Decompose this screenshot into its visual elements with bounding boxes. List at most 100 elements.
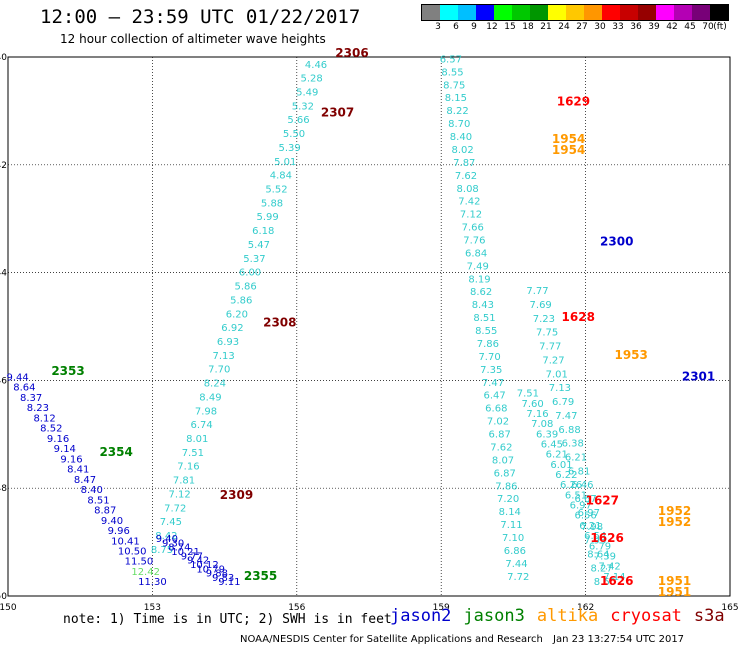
colorbar-tick-label: 42 bbox=[666, 22, 678, 32]
wave-height-value: 7.98 bbox=[581, 522, 603, 533]
wave-height-value: 7.20 bbox=[497, 494, 519, 505]
wave-height-value: 7.08 bbox=[531, 419, 553, 430]
colorbar-swatch bbox=[476, 5, 494, 20]
colorbar-swatch bbox=[548, 5, 566, 20]
wave-height-value: 8.51 bbox=[473, 313, 495, 324]
colorbar-swatch bbox=[584, 5, 602, 20]
wave-height-value: 6.79 bbox=[589, 541, 611, 552]
colorbar-swatch bbox=[566, 5, 584, 20]
wave-height-value: 6.56 bbox=[574, 511, 596, 522]
colorbar-tick-label: 18 bbox=[522, 22, 534, 32]
colorbar-swatch bbox=[692, 5, 710, 20]
wave-height-value: 7.16 bbox=[177, 462, 199, 473]
colorbar-tick-label: 45 bbox=[684, 22, 696, 32]
wave-height-value: 6.22 bbox=[555, 470, 577, 481]
wave-height-value: 8.24 bbox=[204, 379, 226, 390]
wave-height-value: 7.47 bbox=[482, 378, 504, 389]
wave-height-value: 6.86 bbox=[504, 546, 526, 557]
wave-height-value: 9.88 bbox=[206, 569, 228, 580]
legend-entry-jason3: jason3 bbox=[463, 606, 525, 626]
wave-height-value: 6.21 bbox=[579, 521, 601, 532]
satellite-legend: jason2 jason3 altika cryosat s3a bbox=[390, 606, 737, 626]
colorbar-swatch bbox=[656, 5, 674, 20]
wave-height-value: 6.68 bbox=[485, 404, 507, 415]
legend-entry-cryosat: cryosat bbox=[610, 606, 682, 626]
wave-height-value: 5.50 bbox=[283, 129, 305, 140]
colorbar-swatch bbox=[674, 5, 692, 20]
wave-height-value: 7.60 bbox=[522, 399, 544, 410]
wave-height-value: 7.13 bbox=[213, 351, 235, 362]
colorbar-tick-label: 70 bbox=[702, 22, 714, 32]
wave-height-value: 6.47 bbox=[483, 391, 505, 402]
wave-height-value: 8.64 bbox=[13, 383, 35, 394]
colorbar-swatch bbox=[494, 5, 512, 20]
colorbar-swatch bbox=[422, 5, 440, 20]
wave-height-value: 7.93 bbox=[584, 536, 606, 547]
wave-height-value: 7.86 bbox=[477, 339, 499, 350]
wave-height-value: 8.40 bbox=[450, 132, 472, 143]
wave-height-value: 5.86 bbox=[230, 295, 252, 306]
footnote: note: 1) Time is in UTC; 2) SWH is in fe… bbox=[63, 612, 392, 627]
wave-height-value: 4.84 bbox=[270, 171, 292, 182]
wave-height-value: 8.42 bbox=[155, 531, 177, 542]
colorbar-swatch bbox=[620, 5, 638, 20]
wave-height-value: 7.62 bbox=[490, 442, 512, 453]
pass-number-label: 1626 bbox=[590, 531, 623, 545]
colorbar-swatch bbox=[602, 5, 620, 20]
wave-height-value: 6.84 bbox=[465, 248, 487, 259]
colorbar-tick-label: 9 bbox=[471, 22, 477, 32]
colorbar-swatch bbox=[512, 5, 530, 20]
wave-height-value: 8.49 bbox=[199, 392, 221, 403]
wave-height-value: 8.55 bbox=[475, 326, 497, 337]
pass-number-label: 2301 bbox=[682, 369, 715, 383]
pass-number-label: 2309 bbox=[220, 488, 253, 502]
wave-height-value: 8.51 bbox=[87, 495, 109, 506]
wave-height-colorbar bbox=[421, 4, 729, 21]
colorbar-swatch bbox=[440, 5, 458, 20]
colorbar-tick-label: (ft) bbox=[713, 22, 727, 32]
wave-height-value: 9.83 bbox=[212, 573, 234, 584]
legend-entry-altika: altika bbox=[536, 606, 599, 626]
wave-height-value: 5.32 bbox=[292, 101, 314, 112]
pass-number-label: 2354 bbox=[99, 445, 132, 459]
wave-height-value: 8.37 bbox=[20, 393, 42, 404]
wave-height-value: 5.99 bbox=[257, 212, 279, 223]
pass-number-label: 1954 bbox=[552, 132, 585, 146]
wave-height-value: 5.28 bbox=[301, 74, 323, 85]
colorbar-tick-label: 15 bbox=[504, 22, 516, 32]
wave-height-value: 7.77 bbox=[539, 342, 561, 353]
latitude-tick-label: -46 bbox=[0, 376, 7, 386]
wave-height-value: 6.97 bbox=[578, 508, 600, 519]
latitude-tick-label: -42 bbox=[0, 161, 7, 171]
wave-height-value: 8.01 bbox=[186, 434, 208, 445]
wave-height-value: 9.77 bbox=[181, 551, 203, 562]
wave-height-value: 6.39 bbox=[536, 429, 558, 440]
wave-height-value: 7.70 bbox=[478, 352, 500, 363]
wave-height-value: 8.15 bbox=[445, 93, 467, 104]
wave-height-value: 8.08 bbox=[457, 184, 479, 195]
wave-height-value: 5.49 bbox=[296, 88, 318, 99]
wave-height-value: 8.75 bbox=[443, 80, 465, 91]
wave-height-value: 8.27 bbox=[591, 563, 613, 574]
pass-number-label: 2300 bbox=[600, 235, 633, 249]
colorbar-swatch bbox=[638, 5, 656, 20]
wave-height-value: 7.42 bbox=[458, 197, 480, 208]
colorbar-swatch bbox=[458, 5, 476, 20]
wave-height-value: 10.12 bbox=[190, 560, 219, 571]
wave-height-value: 7.72 bbox=[164, 503, 186, 514]
colorbar-tick-label: 24 bbox=[558, 22, 570, 32]
wave-height-value: 11.50 bbox=[125, 557, 154, 568]
wave-height-value: 12.42 bbox=[131, 567, 160, 578]
pass-number-label: 1952 bbox=[658, 504, 691, 518]
wave-height-value: 8.07 bbox=[492, 455, 514, 466]
wave-height-value: 7.45 bbox=[160, 517, 182, 528]
wave-height-value: 6.97 bbox=[570, 501, 592, 512]
wave-height-value: 10.21 bbox=[171, 547, 200, 558]
wave-height-value: 5.52 bbox=[265, 185, 287, 196]
wave-height-value: 7.35 bbox=[480, 365, 502, 376]
wave-height-value: 6.87 bbox=[494, 468, 516, 479]
wave-height-value: 8.22 bbox=[446, 106, 468, 117]
wave-height-value: 9.42 bbox=[187, 556, 209, 567]
wave-height-value: 7.23 bbox=[533, 314, 555, 325]
pass-number-label: 2307 bbox=[321, 105, 354, 119]
